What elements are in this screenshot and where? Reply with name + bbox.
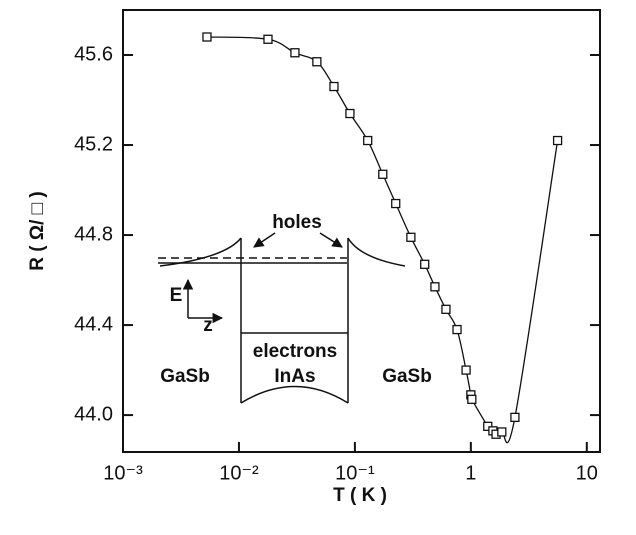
data-point (391, 198, 401, 209)
data-point (290, 48, 300, 58)
y-axis-label: R ( Ω/ □ ) (27, 191, 48, 270)
y-tick-label: 45.2 (74, 133, 113, 155)
inset-label: holes (272, 212, 322, 233)
inset-label: GaSb (382, 366, 432, 387)
x-tick-label: 10⁻³ (103, 462, 143, 484)
inset-label: InAs (274, 366, 315, 387)
data-point (430, 282, 440, 292)
data-point (552, 135, 563, 146)
right-hole-band (347, 237, 406, 267)
x-tick-label: 1 (465, 462, 476, 484)
left-hole-band (159, 237, 242, 267)
data-point (202, 32, 212, 42)
data-point (497, 427, 507, 437)
inset-diagram: holes E z electrons InAs GaSb GaSb (158, 212, 432, 404)
x-tick-label: 10 (576, 462, 598, 484)
data-point (312, 57, 322, 67)
inset-label: GaSb (160, 366, 210, 387)
data-point (345, 108, 355, 119)
plot-frame (122, 9, 601, 453)
conduction-band (240, 385, 349, 404)
data-point (263, 34, 273, 44)
inset-label: electrons (253, 341, 337, 362)
data-point (441, 304, 451, 314)
data-point (510, 412, 520, 422)
arrow (253, 232, 276, 248)
inset-label: z (203, 315, 213, 336)
y-tick-label: 44.0 (74, 403, 113, 425)
data-point (461, 365, 471, 375)
arrow (319, 232, 343, 248)
data-point (363, 135, 373, 146)
y-tick-label: 44.4 (74, 313, 113, 335)
data-point (452, 324, 462, 335)
data-point (406, 232, 416, 242)
x-tick-label: 10⁻² (219, 462, 259, 484)
x-tick-label: 10⁻¹ (335, 462, 375, 484)
y-tick-label: 44.8 (74, 223, 113, 245)
x-axis-label: T ( K ) (333, 485, 387, 506)
data-point (329, 81, 339, 92)
data-point (420, 259, 430, 269)
data-point (378, 169, 388, 179)
data-point (467, 394, 477, 404)
inset-label: E (170, 285, 183, 306)
y-tick-label: 45.6 (74, 43, 113, 65)
